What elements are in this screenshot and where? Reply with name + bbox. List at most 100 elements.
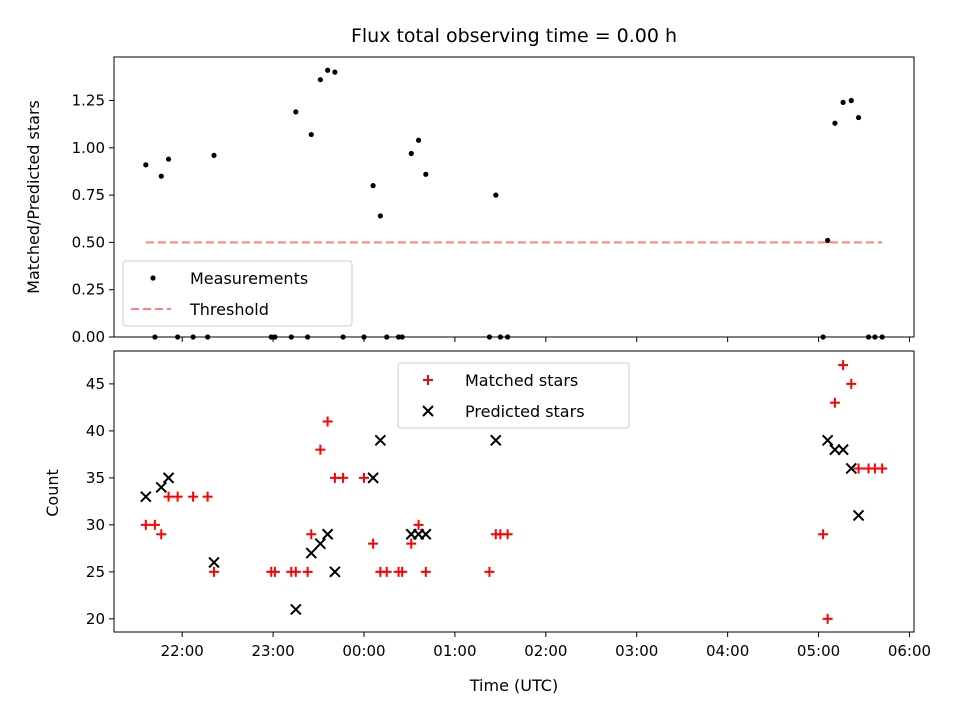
- matched-stars-point: [829, 397, 840, 408]
- predicted-stars-point: [367, 472, 379, 484]
- plot-layer: 0.00 0.25 0.50 0.75 1.00 1.25 Measurements Thre…: [72, 56, 931, 660]
- predicted-stars-point: [490, 434, 502, 446]
- matched-stars-point: [290, 566, 301, 577]
- y-tick-label: 35: [86, 469, 105, 487]
- legend-count: Matched stars Predicted stars: [397, 362, 630, 429]
- bottom-y-axis-title: Count: [43, 469, 62, 517]
- measurements-point: [165, 156, 172, 162]
- matched-stars-point: [502, 529, 513, 540]
- x-stroke-b: [162, 472, 175, 484]
- legend-label: Matched stars: [465, 371, 578, 390]
- y-tick-label: 1.25: [72, 92, 105, 110]
- matched-stars-point: [413, 519, 424, 530]
- matched-stars-point: [163, 491, 174, 502]
- legend-ratio: Measurements Threshold: [122, 260, 353, 327]
- matched-stars-point: [368, 538, 379, 549]
- y-tick-label: 30: [86, 516, 105, 534]
- matched-stars-point: [172, 491, 183, 502]
- x-stroke-b: [821, 434, 834, 446]
- matched-stars-point: [188, 491, 199, 502]
- x-stroke-b: [329, 566, 341, 578]
- matched-stars-point: [269, 566, 280, 577]
- matched-stars-point: [338, 472, 349, 483]
- y-tick-label: 45: [86, 375, 105, 393]
- predicted-stars-point: [305, 547, 317, 559]
- x-tick-label: 05:00: [797, 642, 840, 660]
- predicted-stars-point: [329, 566, 341, 578]
- measurements-point: [423, 171, 429, 177]
- matched-stars-point: [149, 519, 160, 530]
- measurements-point: [317, 77, 323, 83]
- x-tick-label: 06:00: [888, 642, 931, 660]
- matched-stars-point: [140, 519, 151, 530]
- matched-stars-point: [397, 566, 408, 577]
- measurements-point: [848, 97, 854, 104]
- x-stroke-b: [321, 528, 334, 540]
- x-tick-label: 02:00: [524, 642, 567, 660]
- measurements-point: [832, 120, 838, 126]
- x-stroke-b: [314, 537, 327, 550]
- predicted-stars-point: [140, 490, 152, 503]
- measurements-point: [377, 213, 383, 219]
- x-tick-label: 00:00: [342, 642, 385, 660]
- measurements-point: [293, 109, 299, 115]
- legend-x-swatch: [422, 405, 434, 417]
- x-tick-label: 22:00: [161, 642, 204, 660]
- x-tick-label: 04:00: [706, 642, 749, 660]
- y-tick-label: 25: [86, 563, 105, 581]
- measurements-point: [855, 114, 862, 121]
- x-stroke-b: [852, 509, 865, 522]
- matched-stars-point: [818, 529, 829, 540]
- y-tick-label: 0.75: [72, 186, 105, 204]
- predicted-stars-point: [290, 603, 302, 616]
- y-tick-label: 40: [86, 422, 105, 440]
- x-tick-label: 03:00: [615, 642, 658, 660]
- x-stroke-b: [208, 556, 220, 569]
- matched-stars-point: [322, 416, 333, 427]
- x-tick-label: 01:00: [433, 642, 476, 660]
- matched-stars-point: [202, 491, 213, 502]
- x-stroke-b: [367, 472, 379, 484]
- measurements-point: [325, 67, 331, 73]
- panel-count: 20 25 30 35 40 45 22:00 23:00 00:00 01:00 02:00 03:…: [86, 350, 931, 660]
- measurements-point: [308, 131, 314, 138]
- axes-frame-count: [113, 350, 915, 633]
- legend-dot-swatch: [150, 275, 156, 281]
- x-stroke-b: [829, 443, 841, 456]
- panel-ratio: 0.00 0.25 0.50 0.75 1.00 1.25 Measurements Thre…: [72, 56, 915, 346]
- legend-label: Predicted stars: [465, 402, 585, 421]
- series-predicted-stars: [140, 434, 865, 616]
- legend-plus-swatch: [423, 375, 433, 385]
- axes-frame-ratio: [113, 56, 915, 338]
- x-axis-title: Time (UTC): [469, 676, 558, 695]
- matched-stars-point: [846, 378, 857, 389]
- matched-stars-point: [420, 566, 431, 577]
- measurements-point: [211, 152, 217, 158]
- x-stroke-b: [140, 490, 152, 503]
- predicted-stars-point: [821, 434, 834, 446]
- y-tick-label: 0.00: [72, 328, 105, 346]
- matched-stars-point: [853, 463, 864, 474]
- legend-box: [122, 260, 353, 327]
- y-tick-label: 20: [86, 610, 105, 628]
- x-stroke-b: [490, 434, 502, 446]
- measurements-point: [408, 150, 414, 157]
- x-stroke-b: [155, 481, 167, 493]
- predicted-stars-point: [420, 528, 432, 540]
- matched-stars-point: [306, 529, 317, 540]
- matched-stars-point: [877, 463, 888, 474]
- x-stroke-b: [374, 434, 387, 446]
- matched-stars-point: [156, 529, 167, 540]
- matched-stars-point: [484, 566, 495, 577]
- measurements-point: [370, 183, 376, 189]
- predicted-stars-point: [162, 472, 175, 484]
- chart-title: Flux total observing time = 0.00 h: [351, 25, 677, 47]
- predicted-stars-point: [155, 481, 167, 493]
- matched-stars-point: [302, 566, 313, 577]
- predicted-stars-point: [321, 528, 334, 540]
- x-stroke-b: [845, 462, 857, 475]
- predicted-stars-point: [837, 443, 849, 456]
- legend-label: Measurements: [190, 269, 308, 288]
- matched-stars-point: [381, 566, 392, 577]
